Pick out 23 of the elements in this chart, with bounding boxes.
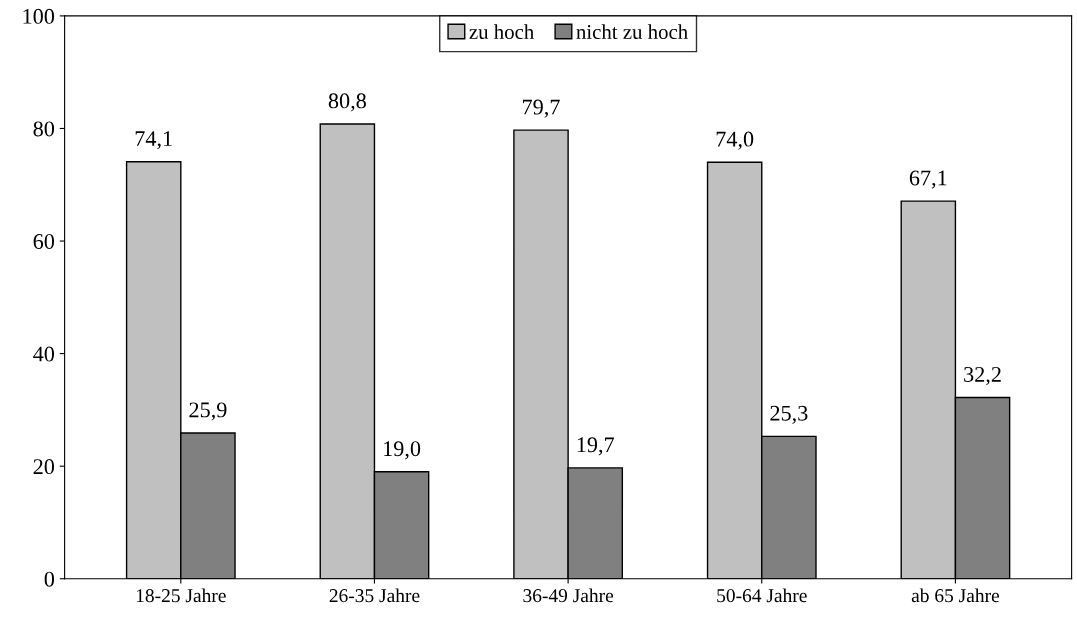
data-label: 80,8 — [328, 93, 366, 112]
legend-label: nicht zu hoch — [576, 24, 688, 40]
data-label: 74,0 — [716, 131, 754, 150]
data-label: 19,7 — [577, 437, 615, 456]
y-tick-label: 40 — [33, 346, 55, 362]
x-tick-label: 50-64 Jahre — [717, 588, 807, 603]
data-label: 67,1 — [909, 170, 947, 189]
data-label: 19,0 — [384, 441, 421, 460]
y-tick-label: 100 — [23, 8, 55, 24]
data-label: 32,2 — [964, 366, 1001, 386]
legend-label: zu hoch — [469, 24, 534, 40]
data-label: 25,9 — [189, 402, 227, 421]
x-tick-label: ab 65 Jahre — [911, 588, 1000, 603]
data-label: 74,1 — [135, 131, 172, 150]
y-tick-label: 60 — [33, 233, 55, 249]
data-label: 79,7 — [523, 99, 560, 118]
x-tick-label: 18-25 Jahre — [136, 588, 226, 603]
y-tick-label: 20 — [33, 459, 55, 475]
y-tick-label: 0 — [44, 571, 55, 587]
x-tick-label: 26-35 Jahre — [329, 588, 420, 603]
data-label: 25,3 — [770, 405, 808, 424]
x-tick-label: 36-49 Jahre — [523, 588, 614, 603]
y-tick-label: 80 — [33, 121, 55, 137]
